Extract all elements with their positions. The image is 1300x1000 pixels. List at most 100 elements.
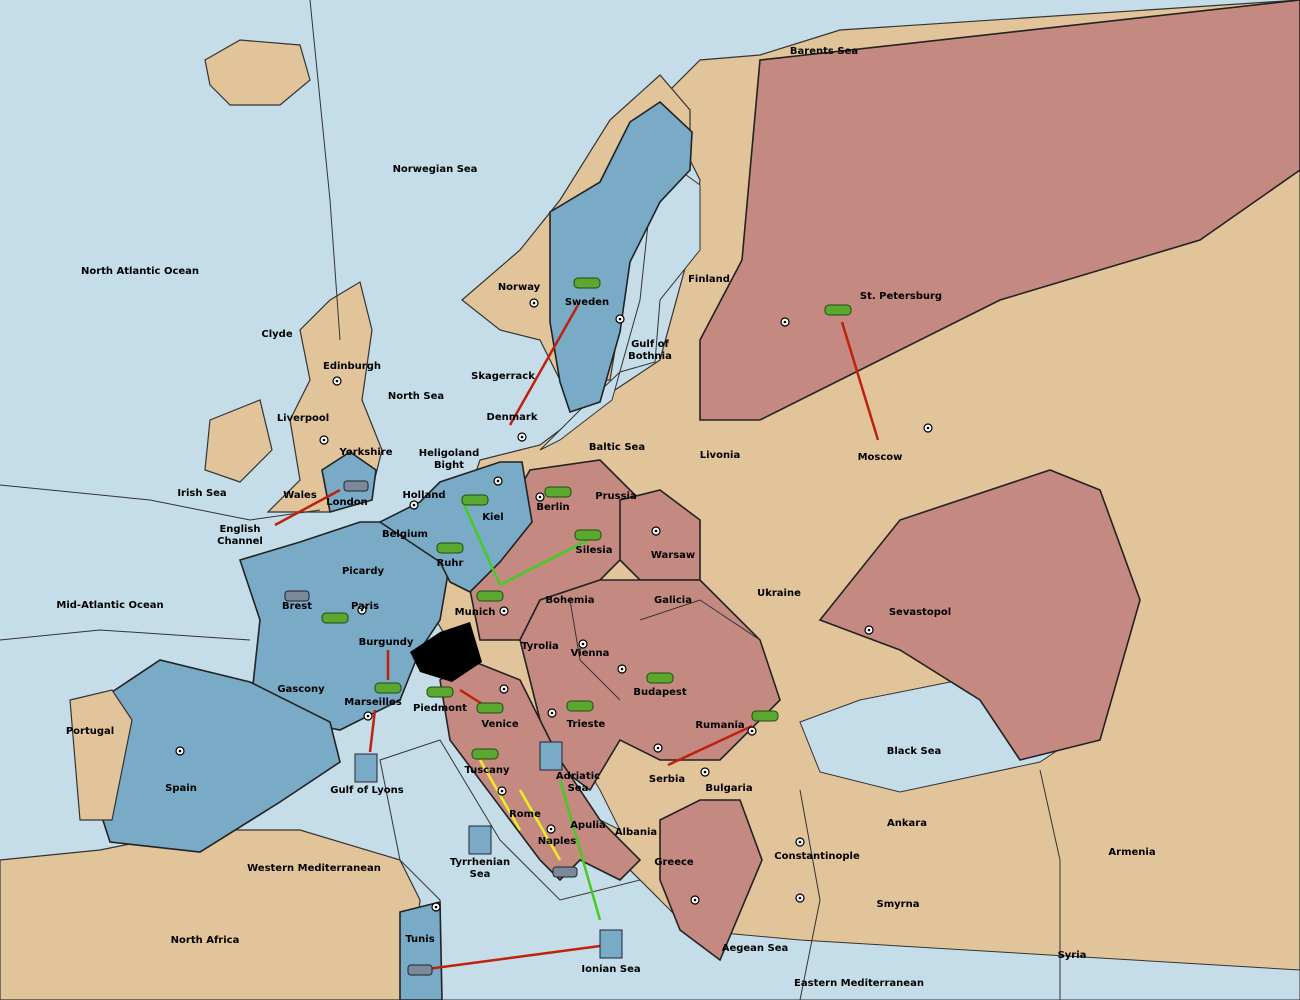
region-label: Greece	[654, 857, 694, 868]
army-unit	[436, 542, 464, 554]
fleet-shield	[468, 825, 492, 855]
supply-center-dot	[322, 438, 326, 442]
supply-center-dot	[798, 896, 802, 900]
region-label: Vienna	[571, 648, 610, 659]
region-label: Mid-Atlantic Ocean	[56, 600, 163, 611]
region-label: Bohemia	[546, 595, 595, 606]
region-label: Ruhr	[437, 558, 464, 569]
label-line: Adriatic	[556, 771, 600, 782]
label-line: Bight	[434, 460, 464, 471]
fleet-shield	[354, 753, 378, 783]
label-line: Channel	[217, 536, 263, 547]
region-label: Gulf of Bothnia	[628, 339, 672, 362]
supply-center-dot	[532, 301, 536, 305]
army-unit	[824, 304, 852, 316]
region-label: Prussia	[595, 491, 636, 502]
army-unit	[573, 277, 601, 289]
region-labels: Barents Sea Norwegian Sea North Atlantic O…	[56, 46, 1155, 989]
supply-center-dot	[581, 642, 585, 646]
region-label: North Sea	[388, 391, 444, 402]
region-label: North Africa	[171, 935, 240, 946]
supply-center-dot	[867, 628, 871, 632]
army-unit	[374, 682, 402, 694]
region-label: Galicia	[654, 595, 692, 606]
label-line: Sea	[470, 869, 491, 880]
supply-center-dot	[366, 714, 370, 718]
supply-center-dot	[550, 711, 554, 715]
region-label: Marseilles	[344, 697, 401, 708]
units	[175, 277, 933, 976]
region-label: Liverpool	[277, 413, 329, 424]
supply-center-dot	[500, 789, 504, 793]
region-label: Wales	[283, 490, 317, 501]
army-unit	[574, 529, 602, 541]
region-label: Norwegian Sea	[393, 164, 478, 175]
region-label: North Atlantic Ocean	[81, 266, 199, 277]
supply-center-dot	[360, 608, 364, 612]
region-label: Naples	[538, 836, 576, 847]
region-label: Burgundy	[359, 637, 414, 648]
region-label: Moscow	[858, 452, 903, 463]
region-label: Norway	[498, 282, 541, 293]
region-label: Black Sea	[887, 746, 942, 757]
region-label: Clyde	[261, 329, 292, 340]
region-label: Baltic Sea	[589, 442, 645, 453]
supply-center-dot	[496, 479, 500, 483]
region-label: Albania	[615, 827, 657, 838]
region-label: Tyrolia	[521, 641, 559, 652]
region-label: Picardy	[342, 566, 385, 577]
supply-center-dot	[703, 770, 707, 774]
region-label: Sweden	[565, 297, 609, 308]
army-unit	[646, 672, 674, 684]
region-label: Paris	[351, 601, 379, 612]
region-label: Ionian Sea	[581, 964, 640, 975]
region-label: Serbia	[649, 774, 685, 785]
region-label: Rome	[509, 809, 541, 820]
region-label: Finland	[688, 274, 730, 285]
region-label: Warsaw	[651, 550, 695, 561]
label-line: Tyrrhenian	[450, 857, 510, 868]
region-label: Gulf of Lyons	[330, 785, 403, 796]
region-label: Barents Sea	[790, 46, 858, 57]
region-label: Rumania	[695, 720, 744, 731]
region-label: Denmark	[487, 412, 538, 423]
supply-center-dot	[783, 320, 787, 324]
fleet-unit	[284, 590, 310, 602]
switzerland	[410, 622, 482, 682]
label-line: English	[219, 524, 260, 535]
supply-center-dot	[538, 495, 542, 499]
region-label: Livonia	[700, 450, 740, 461]
label-line: Bothnia	[628, 351, 672, 362]
region-label: Budapest	[633, 687, 687, 698]
region-label: Belgium	[382, 529, 428, 540]
army-unit	[476, 702, 504, 714]
region-label: Skagerrack	[471, 371, 535, 382]
region-label: Piedmont	[413, 703, 467, 714]
borders	[0, 0, 1061, 1000]
region-label: Tuscany	[464, 765, 510, 776]
fleet-unit	[343, 480, 369, 492]
region-label: Ankara	[887, 818, 927, 829]
region-label: Holland	[402, 490, 445, 501]
region-label: Irish Sea	[177, 488, 226, 499]
supply-center-dot	[502, 687, 506, 691]
region-label: St. Petersburg	[860, 291, 942, 302]
army-unit	[751, 710, 779, 722]
label-line: Sea	[568, 783, 589, 794]
region-label: Yorkshire	[339, 447, 393, 458]
supply-center-dot	[654, 529, 658, 533]
region-label: Silesia	[576, 545, 613, 556]
label-line: Gulf of	[631, 339, 669, 350]
region-label: Trieste	[567, 719, 606, 730]
supply-center-dot	[434, 905, 438, 909]
region-label: Adriatic Sea	[556, 771, 600, 794]
region-label: Constantinople	[774, 851, 860, 862]
region-label: Aegean Sea	[722, 943, 789, 954]
army-unit	[476, 590, 504, 602]
army-unit	[461, 494, 489, 506]
army-unit	[321, 612, 349, 624]
supply-center-dot	[693, 898, 697, 902]
supply-center-dot	[549, 827, 553, 831]
powers	[69, 0, 1300, 1000]
fleet-shield	[539, 741, 563, 771]
